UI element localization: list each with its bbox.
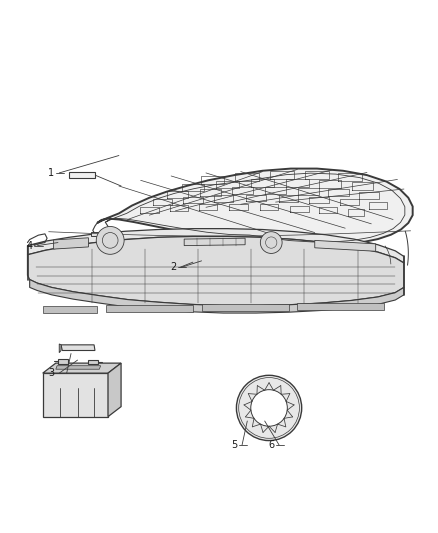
Circle shape (251, 390, 287, 426)
Polygon shape (97, 168, 413, 246)
Polygon shape (43, 373, 108, 417)
Polygon shape (43, 363, 121, 373)
Polygon shape (56, 366, 101, 369)
Polygon shape (61, 345, 95, 351)
Text: 5: 5 (231, 440, 237, 450)
Polygon shape (315, 240, 376, 251)
Polygon shape (30, 279, 404, 313)
Polygon shape (58, 359, 67, 364)
Text: 4: 4 (27, 240, 33, 251)
Circle shape (239, 377, 300, 438)
Text: 6: 6 (268, 440, 274, 450)
Text: 1: 1 (48, 168, 54, 178)
Polygon shape (43, 305, 97, 313)
Polygon shape (108, 363, 121, 417)
Polygon shape (53, 238, 88, 249)
Circle shape (260, 232, 282, 254)
Polygon shape (28, 229, 404, 263)
Text: 2: 2 (170, 262, 177, 272)
Text: 3: 3 (48, 368, 54, 378)
Polygon shape (91, 232, 108, 236)
Polygon shape (88, 360, 98, 364)
Polygon shape (28, 237, 404, 305)
Polygon shape (59, 344, 61, 353)
Circle shape (237, 375, 302, 441)
Polygon shape (184, 238, 245, 246)
Circle shape (96, 227, 124, 254)
Polygon shape (106, 305, 193, 312)
Polygon shape (201, 304, 289, 311)
Polygon shape (69, 172, 95, 178)
Polygon shape (297, 303, 385, 310)
